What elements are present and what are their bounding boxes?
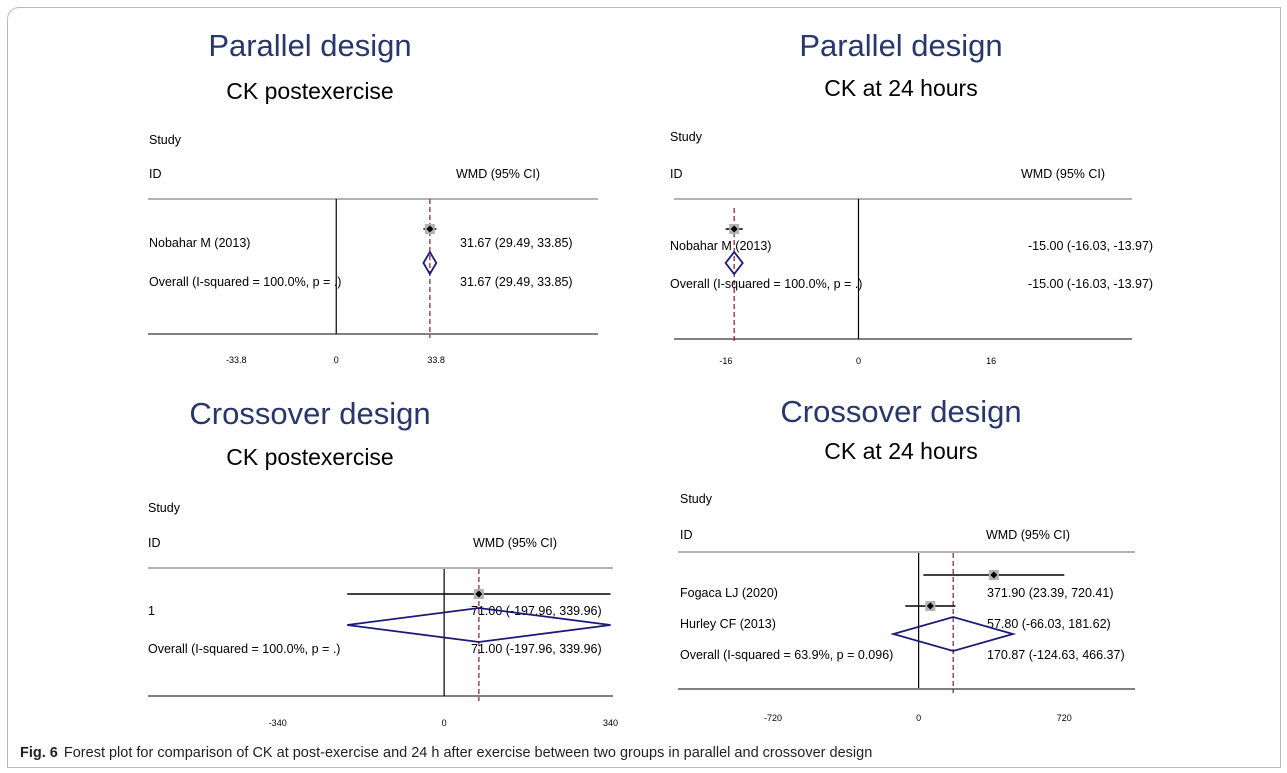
header-id: ID xyxy=(148,536,161,550)
header-study: Study xyxy=(148,501,181,515)
header-effect: WMD (95% CI) xyxy=(456,167,540,181)
study-label: Nobahar M (2013) xyxy=(670,239,771,253)
overall-ci-text: -15.00 (-16.03, -13.97) xyxy=(1028,277,1153,291)
header-id: ID xyxy=(680,528,693,542)
study-label: Fogaca LJ (2020) xyxy=(680,586,778,600)
figure-label: Fig. 6 xyxy=(20,745,58,761)
study-ci-text: 371.90 (23.39, 720.41) xyxy=(987,586,1114,600)
overall-ci-text: 71.00 (-197.96, 339.96) xyxy=(471,642,602,656)
overall-label: Overall (I-squared = 63.9%, p = 0.096) xyxy=(680,648,893,662)
x-tick-label: -16 xyxy=(719,356,732,366)
x-tick-label: -340 xyxy=(269,718,287,728)
panel-title: Parallel design xyxy=(208,28,411,63)
panel-subtitle: CK postexercise xyxy=(226,444,393,470)
x-tick-label: 0 xyxy=(916,713,921,723)
figure-caption: Fig. 6 Forest plot for comparison of CK a… xyxy=(20,745,872,761)
study-ci-text: 57.80 (-66.03, 181.62) xyxy=(987,617,1111,631)
overall-label: Overall (I-squared = 100.0%, p = .) xyxy=(149,275,341,289)
x-tick-label: 340 xyxy=(603,718,618,728)
forest-panel-1: Parallel design CK postexercise Study ID WMD… xyxy=(148,28,598,365)
x-tick-label: 33.8 xyxy=(427,355,445,365)
header-effect: WMD (95% CI) xyxy=(986,528,1070,542)
panel-subtitle: CK at 24 hours xyxy=(824,438,977,464)
figure-frame: Parallel design CK postexercise Study ID WMD… xyxy=(7,7,1281,768)
study-point-estimate xyxy=(990,571,998,579)
x-tick-label: -720 xyxy=(764,713,782,723)
x-tick-label: 0 xyxy=(856,356,861,366)
study-point-estimate xyxy=(475,590,483,598)
study-point-estimate xyxy=(426,225,434,233)
study-ci-text: 31.67 (29.49, 33.85) xyxy=(460,236,573,250)
header-effect: WMD (95% CI) xyxy=(473,536,557,550)
x-tick-label: 16 xyxy=(986,356,996,366)
study-label: 1 xyxy=(148,604,155,618)
header-id: ID xyxy=(149,167,162,181)
overall-diamond xyxy=(422,250,438,276)
overall-diamond xyxy=(724,250,744,276)
panel-subtitle: CK at 24 hours xyxy=(824,75,977,101)
study-point-estimate xyxy=(730,225,738,233)
study-ci-text: 71.00 (-197.96, 339.96) xyxy=(471,604,602,618)
forest-panel-3: Crossover design CK postexercise Study ID WM… xyxy=(148,396,618,728)
header-id: ID xyxy=(670,167,683,181)
header-study: Study xyxy=(680,492,713,506)
forest-panel-4: Crossover design CK at 24 hours Study ID WMD… xyxy=(678,394,1135,723)
header-study: Study xyxy=(670,130,703,144)
panel-title: Crossover design xyxy=(189,396,430,431)
overall-ci-text: 31.67 (29.49, 33.85) xyxy=(460,275,573,289)
panel-subtitle: CK postexercise xyxy=(226,78,393,104)
x-tick-label: 0 xyxy=(334,355,339,365)
overall-ci-text: 170.87 (-124.63, 466.37) xyxy=(987,648,1125,662)
panel-title: Parallel design xyxy=(799,28,1002,63)
x-tick-label: 0 xyxy=(442,718,447,728)
overall-label: Overall (I-squared = 100.0%, p = .) xyxy=(148,642,340,656)
header-study: Study xyxy=(149,133,182,147)
overall-label: Overall (I-squared = 100.0%, p = .) xyxy=(670,277,862,291)
forest-panel-2: Parallel design CK at 24 hours Study ID WMD … xyxy=(670,28,1153,366)
x-tick-label: -33.8 xyxy=(226,355,247,365)
panel-title: Crossover design xyxy=(780,394,1021,429)
study-label: Nobahar M (2013) xyxy=(149,236,250,250)
study-label: Hurley CF (2013) xyxy=(680,617,776,631)
study-point-estimate xyxy=(926,602,934,610)
overall-diamond xyxy=(347,607,611,643)
x-tick-label: 720 xyxy=(1057,713,1072,723)
study-ci-text: -15.00 (-16.03, -13.97) xyxy=(1028,239,1153,253)
figure-caption-text: Forest plot for comparison of CK at post… xyxy=(63,745,873,761)
overall-diamond xyxy=(890,616,1017,652)
header-effect: WMD (95% CI) xyxy=(1021,167,1105,181)
forest-plots: Parallel design CK postexercise Study ID WMD… xyxy=(148,28,1153,728)
